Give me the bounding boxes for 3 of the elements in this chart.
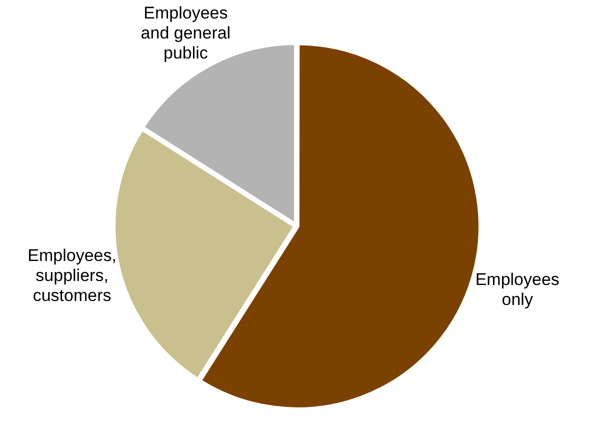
slice-label: Employees, suppliers, customers — [28, 246, 116, 305]
slice-label: Employees only — [475, 270, 560, 309]
slice-label: Employees and general public — [140, 4, 231, 63]
